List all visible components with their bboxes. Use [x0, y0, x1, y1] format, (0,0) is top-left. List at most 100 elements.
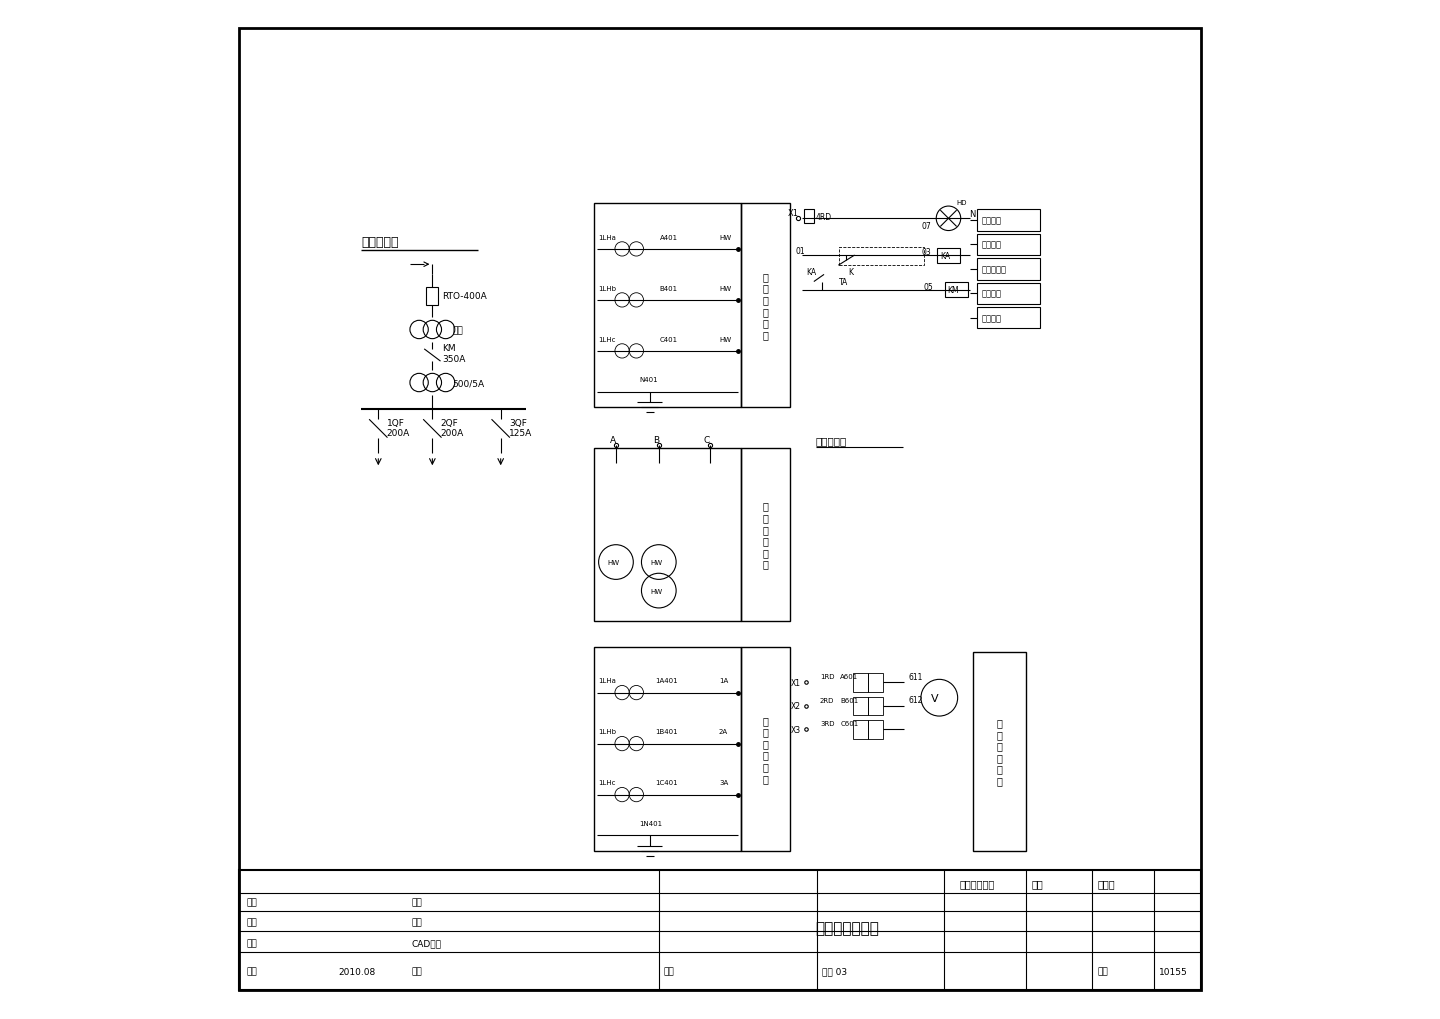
Text: 1N401: 1N401: [639, 820, 662, 826]
Bar: [840, 248, 924, 266]
Text: A: A: [611, 436, 616, 444]
Text: 复核: 复核: [246, 938, 258, 947]
Text: 测
量
电
压
回
路: 测 量 电 压 回 路: [996, 717, 1002, 786]
Text: 07: 07: [922, 222, 932, 230]
Bar: [852, 697, 868, 715]
Text: 一次系统图: 一次系统图: [361, 236, 399, 249]
Text: 1A: 1A: [719, 678, 729, 684]
Text: 3QF: 3QF: [508, 419, 527, 427]
Text: 测
量
电
流
回
路: 测 量 电 流 回 路: [763, 715, 769, 783]
Text: 设计: 设计: [412, 918, 423, 926]
Text: TA: TA: [840, 278, 848, 286]
Text: KM: KM: [442, 344, 456, 353]
Bar: [852, 720, 868, 739]
Text: 1LHc: 1LHc: [599, 780, 616, 786]
Text: 1LHc: 1LHc: [599, 336, 616, 342]
Text: 1LHa: 1LHa: [599, 678, 616, 684]
Text: KA: KA: [806, 268, 816, 276]
Bar: [804, 210, 814, 224]
Text: 控制电源: 控制电源: [981, 216, 1001, 225]
Bar: [946, 282, 968, 298]
Text: 二次系统原理图: 二次系统原理图: [815, 920, 880, 934]
Text: A401: A401: [660, 234, 678, 240]
Text: C: C: [704, 436, 710, 444]
Text: 1B401: 1B401: [655, 729, 677, 735]
Text: 10155: 10155: [1159, 967, 1188, 975]
Text: HW: HW: [608, 559, 621, 566]
Text: 批准: 批准: [246, 898, 258, 906]
Text: 测
量
电
压
回
路: 测 量 电 压 回 路: [763, 501, 769, 569]
Text: 图号: 图号: [664, 967, 675, 975]
Bar: [868, 697, 883, 715]
Bar: [976, 283, 1040, 305]
Bar: [593, 204, 742, 408]
Text: 2RD: 2RD: [819, 697, 834, 703]
Text: N401: N401: [639, 377, 658, 383]
Text: 跳闸线圈: 跳闸线圈: [981, 314, 1001, 323]
Text: HW: HW: [719, 336, 732, 342]
Text: B: B: [652, 436, 660, 444]
Text: HW: HW: [651, 559, 662, 566]
Text: 500/5A: 500/5A: [452, 379, 485, 387]
Text: 工程: 工程: [1031, 878, 1043, 889]
Text: 1A401: 1A401: [655, 678, 677, 684]
Text: X3: X3: [791, 726, 801, 734]
Text: 200A: 200A: [441, 429, 464, 437]
Text: 2A: 2A: [719, 729, 729, 735]
Bar: [742, 448, 791, 622]
Bar: [937, 249, 959, 264]
Text: N: N: [969, 210, 975, 218]
Bar: [868, 674, 883, 692]
Bar: [868, 720, 883, 739]
Text: 二次原理图: 二次原理图: [816, 436, 847, 446]
Text: C601: C601: [841, 720, 858, 727]
Bar: [976, 308, 1040, 329]
Text: X1: X1: [791, 679, 801, 687]
Text: 3A: 3A: [719, 780, 729, 786]
Text: 01: 01: [795, 248, 805, 256]
Text: 校对: 校对: [412, 898, 423, 906]
Text: 跳闸指示: 跳闸指示: [981, 240, 1001, 250]
Text: KA: KA: [940, 252, 950, 261]
Bar: [976, 234, 1040, 256]
Text: RTO-400A: RTO-400A: [442, 292, 487, 301]
Text: CAD制图: CAD制图: [412, 938, 442, 947]
Bar: [976, 259, 1040, 280]
Text: 03: 03: [922, 249, 932, 257]
Text: 1LHb: 1LHb: [599, 729, 616, 735]
Text: C401: C401: [660, 336, 678, 342]
Text: 审核: 审核: [246, 918, 258, 926]
Text: 4RD: 4RD: [816, 213, 832, 221]
Text: 200A: 200A: [386, 429, 410, 437]
Text: 跳闸继电器: 跳闸继电器: [981, 265, 1007, 274]
Text: HW: HW: [719, 285, 732, 291]
Text: 1LHb: 1LHb: [599, 285, 616, 291]
Bar: [976, 210, 1040, 231]
Text: 总号: 总号: [1097, 967, 1109, 975]
Text: 05: 05: [924, 283, 933, 291]
Text: 1RD: 1RD: [819, 674, 834, 680]
Text: HW: HW: [651, 588, 662, 594]
Text: 临时用电工程: 临时用电工程: [959, 878, 995, 889]
Bar: [852, 674, 868, 692]
Text: 电施 03: 电施 03: [822, 967, 847, 975]
Bar: [742, 647, 791, 851]
Text: B601: B601: [841, 697, 858, 703]
Text: 施工图: 施工图: [1097, 878, 1115, 889]
Text: 3RD: 3RD: [819, 720, 834, 727]
Text: KM: KM: [948, 285, 959, 294]
Text: 比例: 比例: [412, 967, 423, 975]
Text: 2QF: 2QF: [441, 419, 458, 427]
Text: 1QF: 1QF: [386, 419, 405, 427]
Bar: [973, 652, 1025, 851]
Text: 612: 612: [909, 696, 923, 704]
Bar: [239, 870, 1201, 990]
Text: HD: HD: [956, 200, 968, 206]
Text: 2010.08: 2010.08: [338, 967, 376, 975]
Text: B401: B401: [660, 285, 678, 291]
Text: 局装: 局装: [452, 326, 464, 334]
Text: A601: A601: [841, 674, 858, 680]
Text: 跳闸按钮: 跳闸按钮: [981, 289, 1001, 299]
Text: X1: X1: [788, 209, 798, 217]
Text: 125A: 125A: [508, 429, 533, 437]
